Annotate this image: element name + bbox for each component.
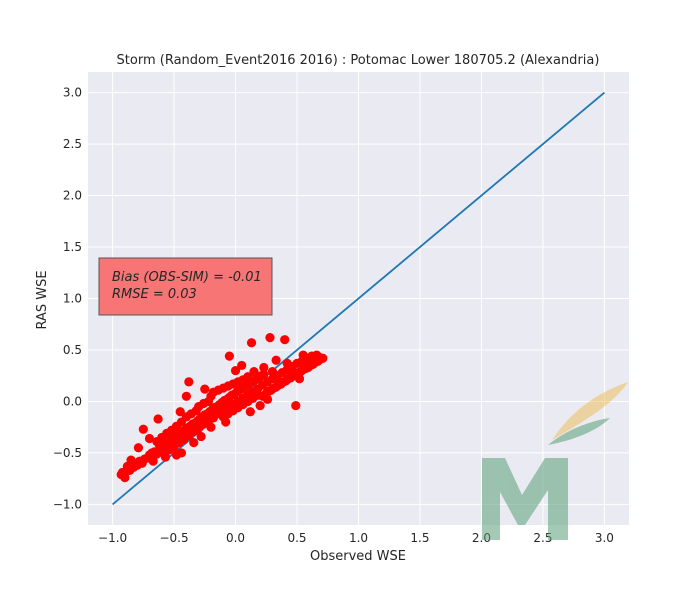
data-point [133,443,144,453]
x-tick-label: −0.5 [159,531,188,545]
data-point [200,384,210,394]
annotation-box [98,257,273,316]
data-point [282,358,292,368]
x-tick-label: 2.5 [533,531,552,545]
y-tick-labels: −1.0 −0.5 0.0 0.5 1.0 1.5 2.0 2.5 3.0 [53,86,82,512]
data-point [291,400,301,411]
y-tick-label: 2.0 [63,189,82,203]
data-point [148,456,158,466]
annotation-bias: Bias (OBS-SIM) = -0.01 [112,270,262,285]
y-tick-label: 2.5 [63,137,82,151]
data-point [224,351,234,361]
x-tick-label: 0.0 [226,531,245,545]
data-point [153,414,163,424]
data-point [271,355,281,365]
y-tick-label: 0.5 [63,343,82,357]
data-point [169,429,179,439]
data-point [122,461,132,471]
data-point [191,406,201,416]
data-point [314,352,324,362]
data-point [221,417,231,427]
data-point [138,424,148,434]
data-point [184,377,194,387]
logo-letter-m [482,458,568,540]
data-point [286,368,296,378]
data-point [144,433,155,444]
x-tick-label: 0.5 [287,531,306,545]
x-tick-label: 3.0 [595,531,614,545]
y-tick-label: −1.0 [53,497,82,511]
data-point [230,365,241,376]
y-tick-label: −0.5 [53,446,82,460]
data-point [259,362,269,373]
data-point [246,338,257,348]
watermark-logo [482,382,628,540]
scatter-points [116,333,328,483]
y-tick-label: 3.0 [63,86,82,100]
data-point [203,396,214,407]
data-point [160,452,171,462]
annotation-rmse: RMSE = 0.03 [112,287,197,302]
data-point [249,366,259,377]
x-tick-label: 1.0 [349,531,368,545]
y-tick-label: 0.0 [63,394,82,408]
data-point [237,360,247,371]
data-point [120,473,130,483]
data-point [267,366,278,377]
y-axis-label: RAS WSE [35,270,50,329]
chart-title: Storm (Random_Event2016 2016) : Potomac … [117,53,600,68]
data-point [181,391,191,401]
x-tick-label: −1.0 [98,531,127,545]
data-point [255,400,265,411]
data-point [189,438,199,448]
data-point [206,422,216,432]
y-tick-label: 1.5 [63,240,82,254]
logo-leaf-bottom [548,418,610,445]
stats-annotation: Bias (OBS-SIM) = -0.01 RMSE = 0.03 [98,257,273,316]
data-point [280,335,290,345]
data-point [262,394,273,404]
data-point [275,378,285,388]
data-point [176,448,187,458]
x-tick-labels: −1.0 −0.5 0.0 0.5 1.0 1.5 2.0 2.5 3.0 [98,531,614,545]
data-point [243,372,253,382]
data-point [154,440,164,450]
x-axis-label: Observed WSE [310,549,406,564]
x-tick-label: 1.5 [410,531,429,545]
data-point [304,355,314,365]
data-point [196,431,206,442]
y-tick-label: 1.0 [63,292,82,306]
data-point [298,350,308,360]
data-point [294,374,305,384]
data-point [259,370,269,380]
data-point [265,333,275,343]
logo-leaf-top [552,382,628,440]
data-point [175,407,185,417]
data-point [245,407,255,417]
